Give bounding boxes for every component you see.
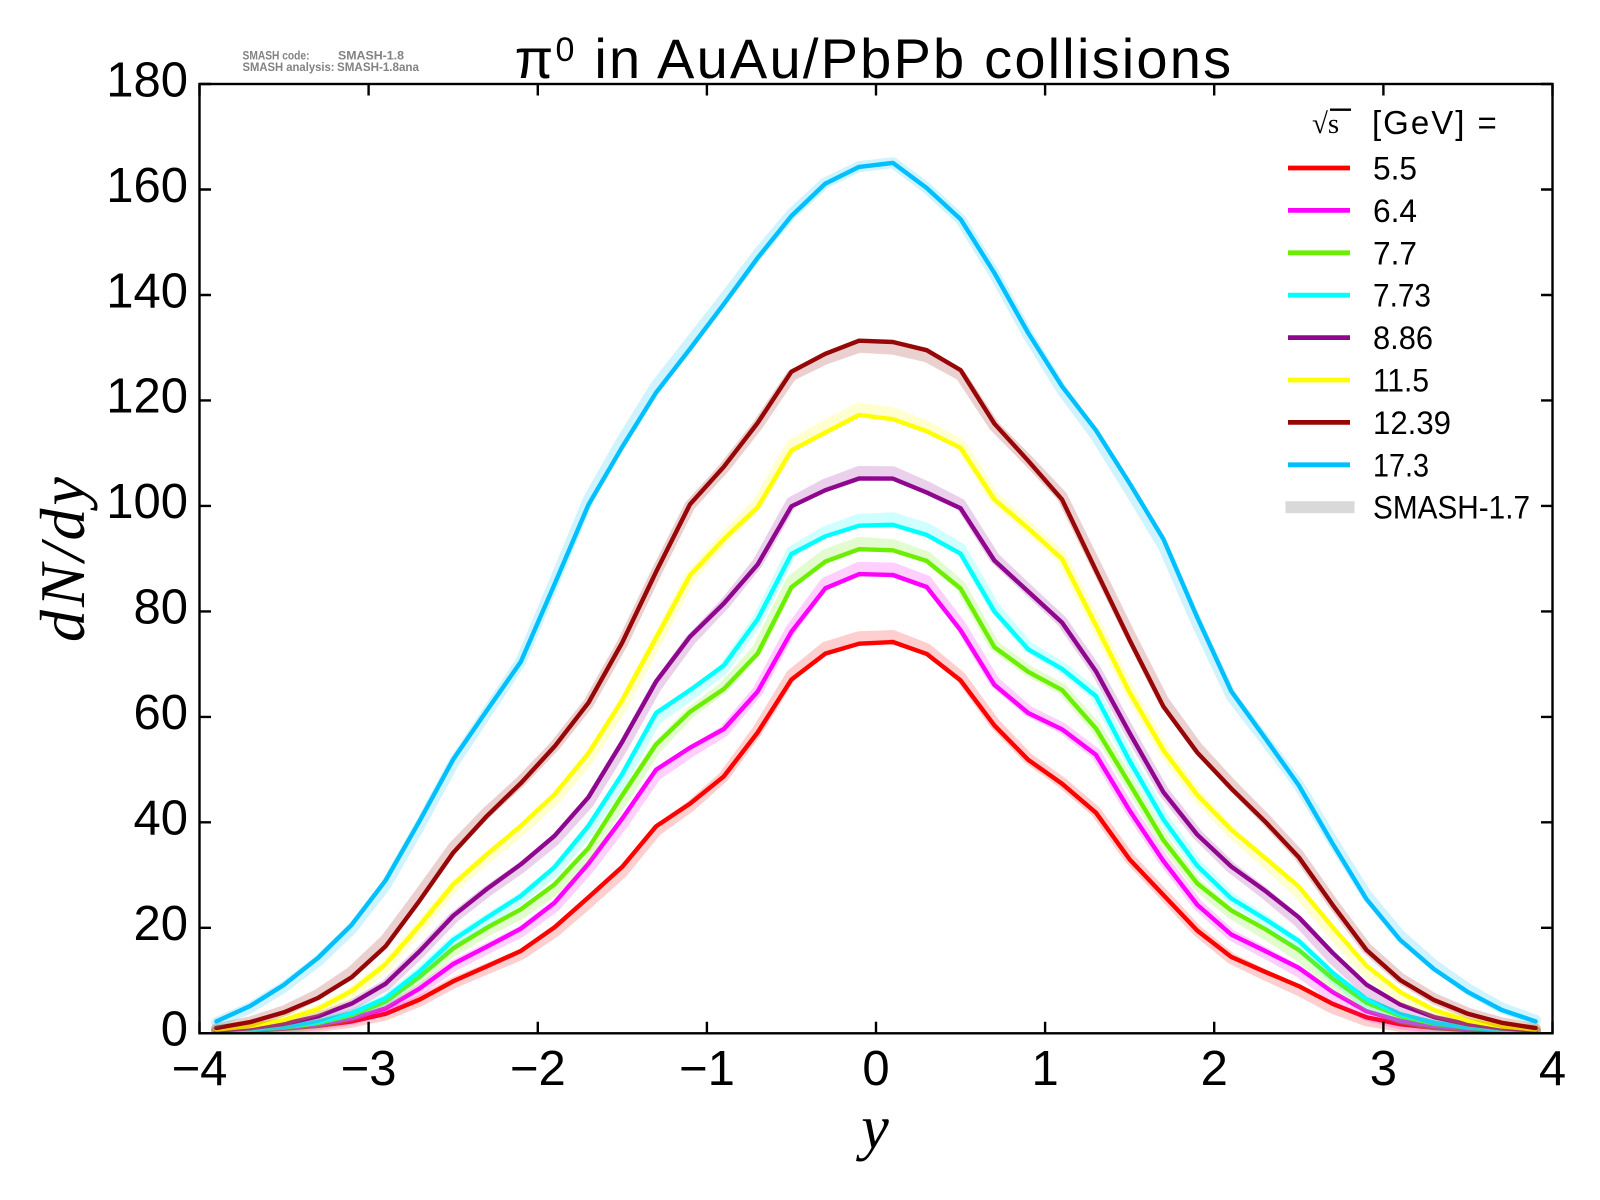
svg-text:11.5: 11.5 xyxy=(1373,363,1429,399)
svg-text:4: 4 xyxy=(1539,1042,1566,1096)
svg-text:−4: −4 xyxy=(172,1042,228,1096)
svg-text:40: 40 xyxy=(133,792,188,846)
svg-text:6.4: 6.4 xyxy=(1373,193,1417,229)
svg-text:100: 100 xyxy=(106,475,188,529)
svg-text:12.39: 12.39 xyxy=(1373,405,1451,441)
svg-text:17.3: 17.3 xyxy=(1373,447,1429,483)
svg-text:120: 120 xyxy=(106,370,188,424)
svg-text:−3: −3 xyxy=(341,1042,397,1096)
svg-text:7.73: 7.73 xyxy=(1373,278,1431,314)
svg-text:−1: −1 xyxy=(679,1042,735,1096)
svg-text:180: 180 xyxy=(106,53,188,107)
svg-text:SMASH-1.8ana: SMASH-1.8ana xyxy=(337,60,419,74)
svg-text:60: 60 xyxy=(133,686,188,740)
svg-text:20: 20 xyxy=(133,897,188,951)
svg-text:√s: √s xyxy=(1312,108,1339,140)
svg-text:5.5: 5.5 xyxy=(1373,151,1417,187)
svg-text:3: 3 xyxy=(1370,1042,1397,1096)
svg-text:2: 2 xyxy=(1201,1042,1228,1096)
svg-text:1: 1 xyxy=(1031,1042,1058,1096)
svg-text:8.86: 8.86 xyxy=(1373,320,1433,356)
svg-text:SMASH-1.7: SMASH-1.7 xyxy=(1373,490,1530,526)
svg-text:π0 in AuAu/PbPb collisions: π0 in AuAu/PbPb collisions xyxy=(515,27,1234,90)
svg-text:[GeV] =: [GeV] = xyxy=(1372,104,1499,141)
svg-text:dN/dy: dN/dy xyxy=(27,474,98,642)
svg-text:SMASH-1.8: SMASH-1.8 xyxy=(338,49,404,63)
svg-text:0: 0 xyxy=(161,1003,188,1057)
svg-text:SMASH analysis:: SMASH analysis: xyxy=(243,60,335,74)
svg-text:160: 160 xyxy=(106,159,188,213)
svg-text:SMASH code:: SMASH code: xyxy=(243,49,310,63)
svg-text:−2: −2 xyxy=(510,1042,566,1096)
svg-text:140: 140 xyxy=(106,264,188,318)
svg-text:80: 80 xyxy=(133,581,188,635)
svg-text:0: 0 xyxy=(862,1042,889,1096)
svg-text:7.7: 7.7 xyxy=(1373,235,1417,271)
svg-text:y: y xyxy=(855,1094,889,1162)
